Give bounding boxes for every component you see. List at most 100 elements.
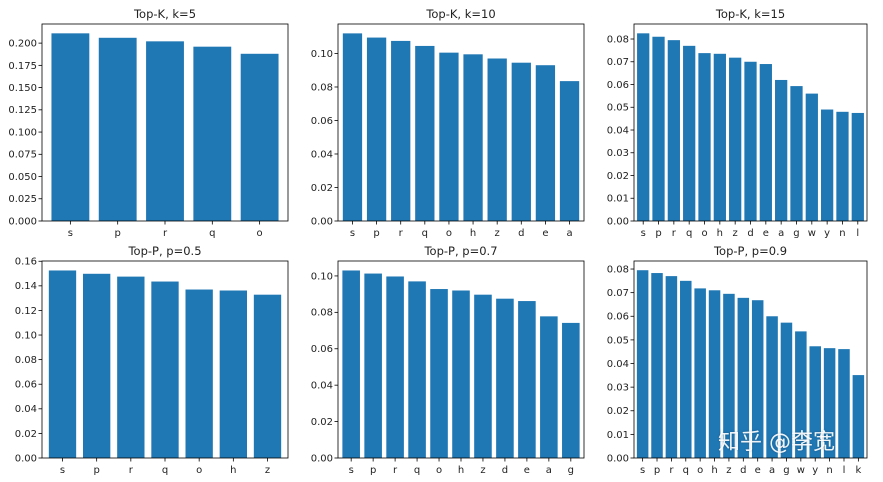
x-tick-label: p bbox=[370, 465, 376, 476]
x-tick-label: r bbox=[669, 465, 674, 476]
bar-r bbox=[665, 276, 678, 458]
x-tick-label: z bbox=[265, 465, 270, 476]
y-tick-label: 0.04 bbox=[311, 381, 333, 392]
y-tick-label: 0.00 bbox=[15, 453, 37, 464]
y-tick-label: 0.04 bbox=[15, 404, 37, 415]
bar-p bbox=[364, 273, 382, 458]
y-tick-label: 0.02 bbox=[311, 183, 333, 194]
bar-p bbox=[652, 36, 665, 221]
bar-e bbox=[535, 65, 556, 222]
x-tick-label: r bbox=[399, 228, 404, 239]
bar-o bbox=[240, 53, 279, 221]
y-tick-label: 0.08 bbox=[607, 34, 629, 45]
bar-s bbox=[48, 270, 77, 458]
x-tick-label: q bbox=[686, 228, 692, 239]
y-tick-label: 0.10 bbox=[311, 271, 333, 282]
x-tick-label: d bbox=[747, 228, 753, 239]
x-tick-label: g bbox=[568, 465, 574, 476]
x-tick-label: o bbox=[701, 228, 707, 239]
x-tick-label: h bbox=[717, 228, 723, 239]
x-tick-label: a bbox=[769, 465, 775, 476]
y-tick-label: 0.025 bbox=[8, 194, 37, 205]
bar-s bbox=[342, 270, 360, 458]
bar-d bbox=[737, 297, 750, 458]
bar-p bbox=[83, 273, 111, 458]
x-tick-label: s bbox=[640, 465, 645, 476]
y-tick-label: 0.150 bbox=[8, 83, 37, 94]
x-tick-label: a bbox=[566, 228, 572, 239]
x-tick-label: w bbox=[808, 228, 816, 239]
x-tick-label: d bbox=[518, 228, 524, 239]
x-tick-label: w bbox=[797, 465, 805, 476]
y-tick-label: 0.04 bbox=[311, 149, 333, 160]
y-tick-label: 0.04 bbox=[607, 125, 629, 136]
x-tick-label: e bbox=[542, 228, 548, 239]
x-tick-label: h bbox=[230, 465, 236, 476]
bar-h bbox=[219, 290, 247, 458]
x-tick-label: s bbox=[68, 228, 73, 239]
bar-z bbox=[729, 57, 742, 221]
y-tick-label: 0.16 bbox=[15, 257, 37, 268]
y-tick-label: 0.06 bbox=[15, 380, 37, 391]
y-tick-label: 0.03 bbox=[607, 148, 629, 159]
x-tick-label: o bbox=[436, 465, 442, 476]
bar-q bbox=[193, 46, 232, 222]
y-tick-label: 0.175 bbox=[8, 61, 37, 72]
y-tick-label: 0.000 bbox=[8, 216, 37, 227]
x-tick-label: a bbox=[546, 465, 552, 476]
bar-a bbox=[540, 316, 558, 458]
y-tick-label: 0.00 bbox=[607, 216, 629, 227]
chart-title: Top-P, p=0.5 bbox=[127, 244, 201, 258]
bar-a bbox=[775, 79, 788, 222]
y-tick-label: 0.03 bbox=[607, 383, 629, 394]
axes-frame bbox=[337, 23, 585, 222]
y-tick-label: 0.02 bbox=[15, 429, 37, 440]
x-tick-label: p bbox=[373, 228, 379, 239]
bar-s bbox=[51, 33, 90, 222]
x-tick-label: e bbox=[524, 465, 530, 476]
bar-n bbox=[836, 111, 849, 221]
x-tick-label: n bbox=[839, 228, 845, 239]
x-tick-label: p bbox=[93, 465, 99, 476]
y-tick-label: 0.02 bbox=[311, 417, 333, 428]
bar-o bbox=[430, 289, 448, 458]
bar-h bbox=[463, 54, 483, 221]
bar-r bbox=[386, 276, 404, 458]
bar-o bbox=[694, 288, 706, 458]
x-tick-label: r bbox=[163, 228, 168, 239]
x-tick-label: o bbox=[257, 228, 263, 239]
y-tick-label: 0.14 bbox=[15, 281, 37, 292]
x-tick-label: e bbox=[755, 465, 761, 476]
chart-title: Top-P, p=0.7 bbox=[423, 244, 497, 258]
chart-panel-4: Top-P, p=0.5 0.00 0.02 0.04 0.06 0.08 0.10 0.12… bbox=[15, 244, 289, 476]
x-tick-label: p bbox=[654, 465, 660, 476]
y-tick-label: 0.125 bbox=[8, 105, 37, 116]
x-tick-label: r bbox=[129, 465, 134, 476]
x-tick-label: r bbox=[672, 228, 677, 239]
bar-o bbox=[698, 53, 711, 222]
y-tick-label: 0.100 bbox=[8, 127, 37, 138]
x-tick-label: q bbox=[422, 228, 428, 239]
bar-q bbox=[415, 45, 435, 221]
bar-g bbox=[562, 322, 580, 458]
x-tick-label: e bbox=[763, 228, 769, 239]
y-tick-label: 0.08 bbox=[311, 308, 333, 319]
y-tick-label: 0.06 bbox=[607, 80, 629, 91]
bar-q bbox=[408, 281, 426, 458]
bar-z bbox=[487, 58, 507, 222]
y-tick-label: 0.10 bbox=[15, 330, 37, 341]
bar-g bbox=[790, 86, 803, 221]
y-tick-label: 0.07 bbox=[607, 57, 629, 68]
x-tick-label: z bbox=[733, 228, 738, 239]
x-tick-label: o bbox=[446, 228, 452, 239]
y-tick-label: 0.10 bbox=[311, 49, 333, 60]
y-tick-label: 0.02 bbox=[607, 171, 629, 182]
bar-g bbox=[780, 322, 793, 458]
bar-h bbox=[452, 290, 470, 458]
x-tick-label: g bbox=[783, 465, 789, 476]
watermark-text: 知乎 @李宽 bbox=[718, 430, 835, 455]
x-tick-label: d bbox=[502, 465, 508, 476]
x-tick-label: r bbox=[393, 465, 398, 476]
bar-y bbox=[821, 109, 834, 221]
